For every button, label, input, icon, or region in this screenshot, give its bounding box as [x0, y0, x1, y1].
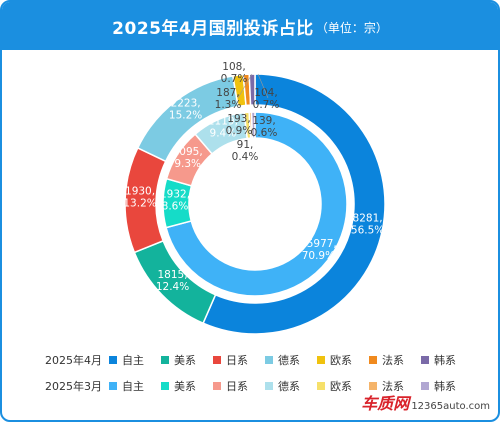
inner-slice-zizhu — [165, 111, 348, 297]
legend-swatch-1-hanxi — [421, 382, 429, 390]
legend-swatch-0-rixi — [213, 356, 221, 364]
legend-label-1-faxi: 法系 — [382, 379, 404, 393]
watermark-logo: 车质网 12365auto.com — [361, 390, 490, 414]
legend-swatch-1-rixi — [213, 382, 221, 390]
outer-label-meixi: 1815, 12.4% — [156, 269, 189, 293]
legend-series-name-1: 2025年3月 — [45, 379, 102, 393]
leader-line-0 — [237, 73, 253, 99]
legend-label-1-hanxi: 韩系 — [434, 379, 456, 393]
inner-label-hanxi: 139, 0.6% — [251, 115, 278, 139]
outer-label-ouxi: 187, 1.3% — [215, 87, 242, 111]
inner-ring-2025-03 — [162, 111, 348, 297]
inner-label-rixi: 2095, 9.3% — [173, 146, 203, 170]
logo-url: 12365auto.com — [411, 401, 490, 412]
legend-swatch-1-dexi — [265, 382, 273, 390]
legend-label-1-ouxi: 欧系 — [330, 380, 352, 393]
inner-label-faxi: 91, 0.4% — [232, 139, 259, 163]
legend-swatch-0-dexi — [265, 356, 273, 364]
legend-swatch-0-meixi — [161, 356, 169, 364]
legend-label-0-zizhu: 自主 — [122, 354, 144, 367]
legend-swatch-0-faxi — [369, 356, 377, 364]
legend-label-1-rixi: 日系 — [226, 380, 248, 393]
chart-header: 2025年4月国别投诉占比 （单位：宗） — [2, 2, 498, 50]
outer-label-hanxi: 104,0.7% — [253, 87, 280, 111]
inner-label-ouxi: 193, 0.9% — [226, 113, 253, 137]
chart-title: 2025年4月国别投诉占比 — [112, 18, 314, 39]
legend-label-1-dexi: 德系 — [278, 379, 300, 393]
chart-subtitle: （单位：宗） — [315, 21, 388, 35]
outer-ring-2025-04 — [124, 73, 386, 335]
outer-label-dexi: 2223, 15.2% — [169, 97, 202, 121]
legend-label-0-rixi: 日系 — [226, 354, 248, 367]
legend-label-0-dexi: 德系 — [278, 353, 300, 367]
legend-series-name-0: 2025年4月 — [45, 353, 102, 367]
legend-label-1-zizhu: 自主 — [122, 380, 144, 393]
inner-slice-hanxi — [250, 111, 256, 139]
outer-label-rixi: 1930, 13.2% — [123, 185, 156, 209]
legend-swatch-1-faxi — [369, 382, 377, 390]
legend-swatch-1-ouxi — [317, 382, 325, 390]
legend-swatch-0-zizhu — [109, 356, 117, 364]
legend-swatch-1-meixi — [161, 382, 169, 390]
legend-label-0-ouxi: 欧系 — [330, 354, 352, 367]
legend-swatch-0-hanxi — [421, 356, 429, 364]
legend-label-0-faxi: 法系 — [382, 353, 404, 367]
legend-label-0-meixi: 美系 — [174, 354, 196, 367]
data-labels: 8281, 56.5% 1815, 12.4% 1930, 13.2% 2223, 15.2%… — [123, 61, 384, 293]
outer-label-zizhu: 8281, 56.5% — [351, 212, 384, 236]
outer-slice-hanxi — [248, 73, 256, 106]
legend-swatch-1-zizhu — [109, 382, 117, 390]
logo-brand: 车质网 — [361, 394, 410, 413]
outer-slice-zizhu — [202, 73, 386, 335]
leader-line-1 — [257, 73, 269, 99]
inner-label-dexi: 2119, 9.4% — [208, 116, 238, 140]
outer-label-faxi: 108, 0.7% — [221, 61, 248, 85]
inner-label-zizhu: 15977, 70.9% — [300, 238, 337, 262]
legend-swatch-0-ouxi — [317, 356, 325, 364]
legend-label-0-hanxi: 韩系 — [434, 353, 456, 367]
legend-label-1-meixi: 美系 — [174, 380, 196, 393]
inner-label-meixi: 1932, 8.6% — [160, 188, 190, 212]
